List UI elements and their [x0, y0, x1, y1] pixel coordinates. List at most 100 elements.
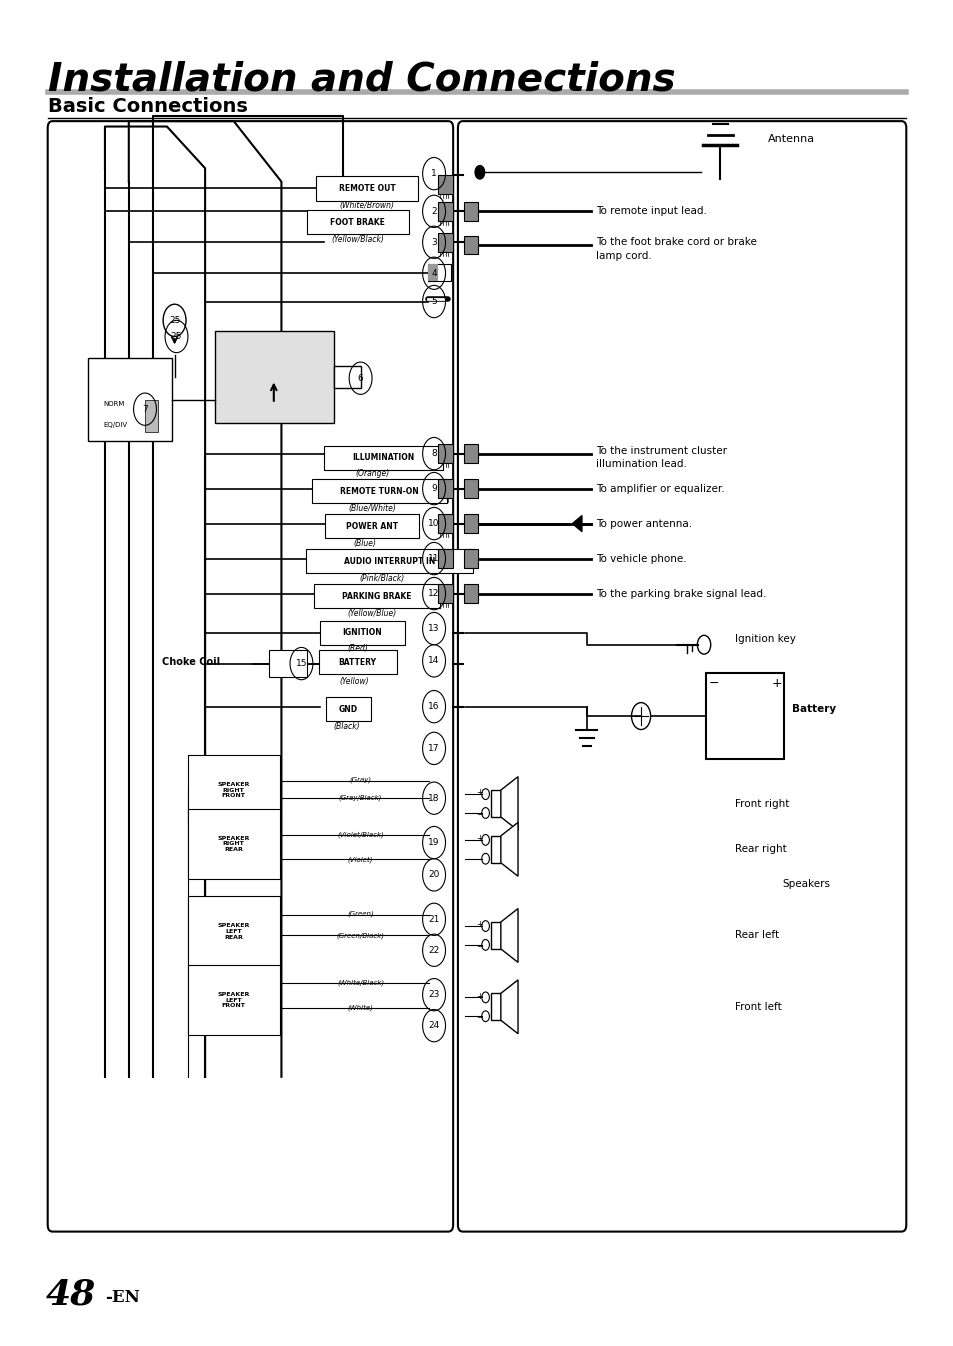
Polygon shape	[572, 516, 581, 532]
Text: PARKING BRAKE: PARKING BRAKE	[342, 592, 411, 600]
Text: 15: 15	[295, 660, 307, 668]
Text: SPEAKER
RIGHT
FRONT: SPEAKER RIGHT FRONT	[217, 782, 250, 798]
Text: (Violet): (Violet)	[348, 857, 373, 863]
Text: illumination lead.: illumination lead.	[596, 459, 686, 470]
FancyBboxPatch shape	[324, 446, 442, 470]
Text: 17: 17	[428, 744, 439, 752]
Bar	[437, 549, 453, 568]
Text: SPEAKER
LEFT
FRONT: SPEAKER LEFT FRONT	[217, 992, 250, 1008]
Text: 25: 25	[171, 332, 182, 341]
Text: (White/Black): (White/Black)	[336, 980, 384, 985]
Text: +: +	[476, 789, 483, 797]
Text: To the parking brake signal lead.: To the parking brake signal lead.	[596, 588, 766, 599]
Text: 20: 20	[428, 871, 439, 879]
Text: To remote input lead.: To remote input lead.	[596, 206, 706, 217]
Text: AUDIO INTERRUPT IN: AUDIO INTERRUPT IN	[343, 557, 435, 565]
Text: -EN: -EN	[105, 1289, 139, 1306]
Text: FOOT BRAKE: FOOT BRAKE	[330, 218, 385, 226]
Polygon shape	[500, 980, 517, 1034]
Text: 2: 2	[431, 207, 436, 215]
Text: 7: 7	[142, 405, 148, 413]
Text: −: −	[476, 810, 483, 818]
Text: +: +	[476, 921, 483, 929]
Text: SPEAKER
RIGHT
REAR: SPEAKER RIGHT REAR	[217, 836, 250, 852]
FancyBboxPatch shape	[306, 210, 408, 234]
Text: (Yellow): (Yellow)	[338, 677, 369, 685]
Bar	[491, 922, 500, 949]
Text: GND: GND	[338, 705, 357, 713]
Bar	[463, 549, 477, 568]
Text: Antenna: Antenna	[767, 133, 814, 144]
Text: lamp cord.: lamp cord.	[596, 250, 651, 261]
Text: Ignition key: Ignition key	[734, 634, 795, 645]
Text: −: −	[707, 677, 719, 690]
Bar	[491, 790, 500, 817]
FancyBboxPatch shape	[325, 514, 418, 538]
Text: 10: 10	[428, 520, 439, 528]
Bar	[428, 264, 451, 281]
Text: To vehicle phone.: To vehicle phone.	[596, 553, 686, 564]
Text: +: +	[770, 677, 781, 690]
Text: 22: 22	[428, 946, 439, 954]
Text: +: +	[476, 992, 483, 1000]
Text: 14: 14	[428, 657, 439, 665]
FancyBboxPatch shape	[316, 176, 417, 201]
FancyBboxPatch shape	[318, 650, 396, 674]
Bar	[334, 366, 360, 388]
Text: 9: 9	[431, 485, 436, 493]
Text: 13: 13	[428, 625, 439, 633]
Text: Choke Coil: Choke Coil	[162, 657, 219, 668]
FancyBboxPatch shape	[314, 584, 439, 608]
Text: +: +	[476, 835, 483, 843]
FancyBboxPatch shape	[319, 621, 405, 645]
Text: EQ/DIV: EQ/DIV	[103, 423, 127, 428]
Bar	[463, 236, 477, 254]
Text: To the instrument cluster: To the instrument cluster	[596, 446, 726, 456]
Text: 16: 16	[428, 703, 439, 711]
Text: (Yellow/Black): (Yellow/Black)	[331, 236, 384, 244]
Text: SPEAKER
LEFT
REAR: SPEAKER LEFT REAR	[217, 923, 250, 940]
Bar	[463, 584, 477, 603]
Bar	[145, 400, 158, 432]
Text: 11: 11	[428, 555, 439, 563]
Text: (Red): (Red)	[347, 645, 368, 653]
Text: To amplifier or equalizer.: To amplifier or equalizer.	[596, 483, 724, 494]
Bar	[491, 993, 500, 1020]
Text: Front left: Front left	[734, 1001, 781, 1012]
Polygon shape	[500, 909, 517, 962]
FancyBboxPatch shape	[188, 965, 279, 1035]
Text: 48: 48	[46, 1277, 96, 1312]
Text: (Orange): (Orange)	[355, 470, 389, 478]
Text: Rear right: Rear right	[734, 844, 785, 855]
Text: 8: 8	[431, 450, 436, 458]
Text: (Yellow/Blue): (Yellow/Blue)	[347, 610, 396, 618]
Polygon shape	[500, 822, 517, 876]
Text: 12: 12	[428, 590, 439, 598]
Bar	[491, 836, 500, 863]
Text: (Green/Black): (Green/Black)	[336, 933, 384, 938]
Text: ILLUMINATION: ILLUMINATION	[352, 454, 415, 462]
Text: 23: 23	[428, 991, 439, 999]
Text: Installation and Connections: Installation and Connections	[48, 61, 675, 98]
FancyBboxPatch shape	[457, 121, 905, 1232]
Text: −: −	[476, 942, 483, 950]
Bar	[428, 264, 437, 281]
Text: Battery: Battery	[791, 704, 835, 715]
Bar	[463, 514, 477, 533]
Text: (Pink/Black): (Pink/Black)	[358, 575, 404, 583]
Text: −: −	[476, 856, 483, 864]
Bar	[463, 202, 477, 221]
Polygon shape	[500, 777, 517, 830]
Text: 25: 25	[169, 316, 180, 324]
Text: IGNITION: IGNITION	[342, 629, 382, 637]
FancyBboxPatch shape	[188, 896, 279, 966]
Circle shape	[475, 166, 484, 179]
Bar	[463, 444, 477, 463]
Text: (Black): (Black)	[333, 723, 359, 731]
FancyBboxPatch shape	[325, 697, 371, 721]
Bar	[437, 584, 453, 603]
Text: (White): (White)	[347, 1005, 374, 1011]
Text: (White/Brown): (White/Brown)	[339, 202, 395, 210]
Text: (Violet/Black): (Violet/Black)	[336, 832, 384, 837]
Bar	[437, 479, 453, 498]
